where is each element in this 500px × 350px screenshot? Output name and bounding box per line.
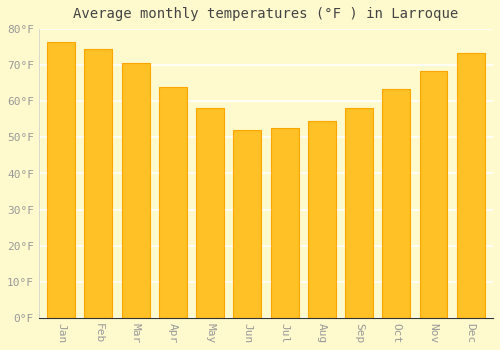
Bar [122, 63, 150, 318]
Bar [308, 121, 336, 318]
Bar [345, 108, 373, 318]
Bar [382, 89, 410, 318]
Bar [270, 128, 298, 318]
Bar [159, 87, 187, 318]
Bar [457, 52, 484, 318]
Bar [234, 130, 262, 318]
Bar [47, 42, 75, 318]
Bar [420, 71, 448, 318]
Bar [84, 49, 112, 318]
Bar [196, 108, 224, 318]
Title: Average monthly temperatures (°F ) in Larroque: Average monthly temperatures (°F ) in La… [74, 7, 458, 21]
